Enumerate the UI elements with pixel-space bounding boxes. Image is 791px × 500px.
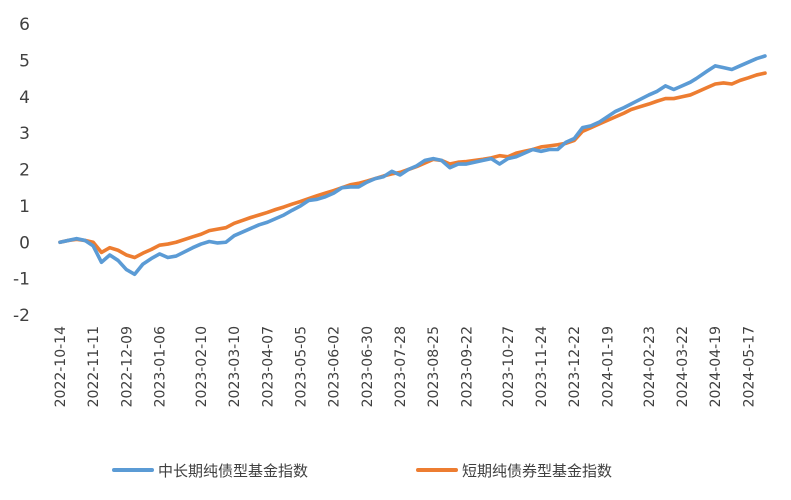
y-tick-label: -2 (13, 306, 30, 326)
x-tick-label: 2023-01-06 (153, 326, 169, 407)
y-tick-label: 5 (19, 51, 30, 71)
y-tick-label: 0 (19, 233, 30, 253)
x-tick-label: 2023-05-05 (294, 326, 310, 407)
x-tick-label: 2024-03-22 (675, 326, 691, 407)
legend-label-2: 短期纯债券型基金指数 (462, 462, 612, 480)
y-tick-label: 2 (19, 161, 30, 181)
x-tick-label: 2022-10-14 (53, 326, 69, 407)
x-axis: 2022-10-14 2022-11-11 2022-12-09 2023-01-06… (53, 326, 757, 407)
x-tick-label: 2024-04-19 (708, 326, 724, 407)
x-tick-label: 2024-02-23 (642, 326, 658, 407)
y-tick-label: 3 (19, 124, 30, 144)
x-tick-label: 2023-08-25 (426, 326, 442, 407)
x-tick-label: 2023-07-28 (393, 326, 409, 407)
x-tick-label: 2023-04-07 (260, 326, 276, 407)
x-tick-label: 2023-03-10 (227, 326, 243, 407)
y-tick-label: 1 (19, 197, 30, 217)
x-tick-label: 2023-09-22 (459, 326, 475, 407)
series-line-1 (58, 54, 767, 277)
y-tick-label: -1 (13, 270, 30, 290)
series-line-2 (58, 71, 767, 260)
x-tick-label: 2024-05-17 (741, 326, 757, 407)
y-axis: -2 -1 0 1 2 3 4 5 6 (13, 15, 30, 326)
legend: 中长期纯债型基金指数 短期纯债券型基金指数 (112, 462, 612, 480)
x-tick-label: 2023-12-22 (567, 326, 583, 407)
x-tick-label: 2023-06-02 (327, 326, 343, 407)
x-tick-label: 2024-01-19 (600, 326, 616, 407)
x-tick-label: 2023-06-30 (360, 326, 376, 407)
y-tick-label: 4 (19, 88, 30, 108)
x-tick-label: 2023-11-24 (534, 326, 550, 407)
legend-label-1: 中长期纯债型基金指数 (158, 462, 308, 480)
x-tick-label: 2022-12-09 (119, 326, 135, 407)
y-tick-label: 6 (19, 15, 30, 35)
series-layer (58, 54, 767, 277)
x-tick-label: 2022-11-11 (86, 326, 102, 407)
x-tick-label: 2023-02-10 (194, 326, 210, 407)
x-tick-label: 2023-10-27 (501, 326, 517, 407)
